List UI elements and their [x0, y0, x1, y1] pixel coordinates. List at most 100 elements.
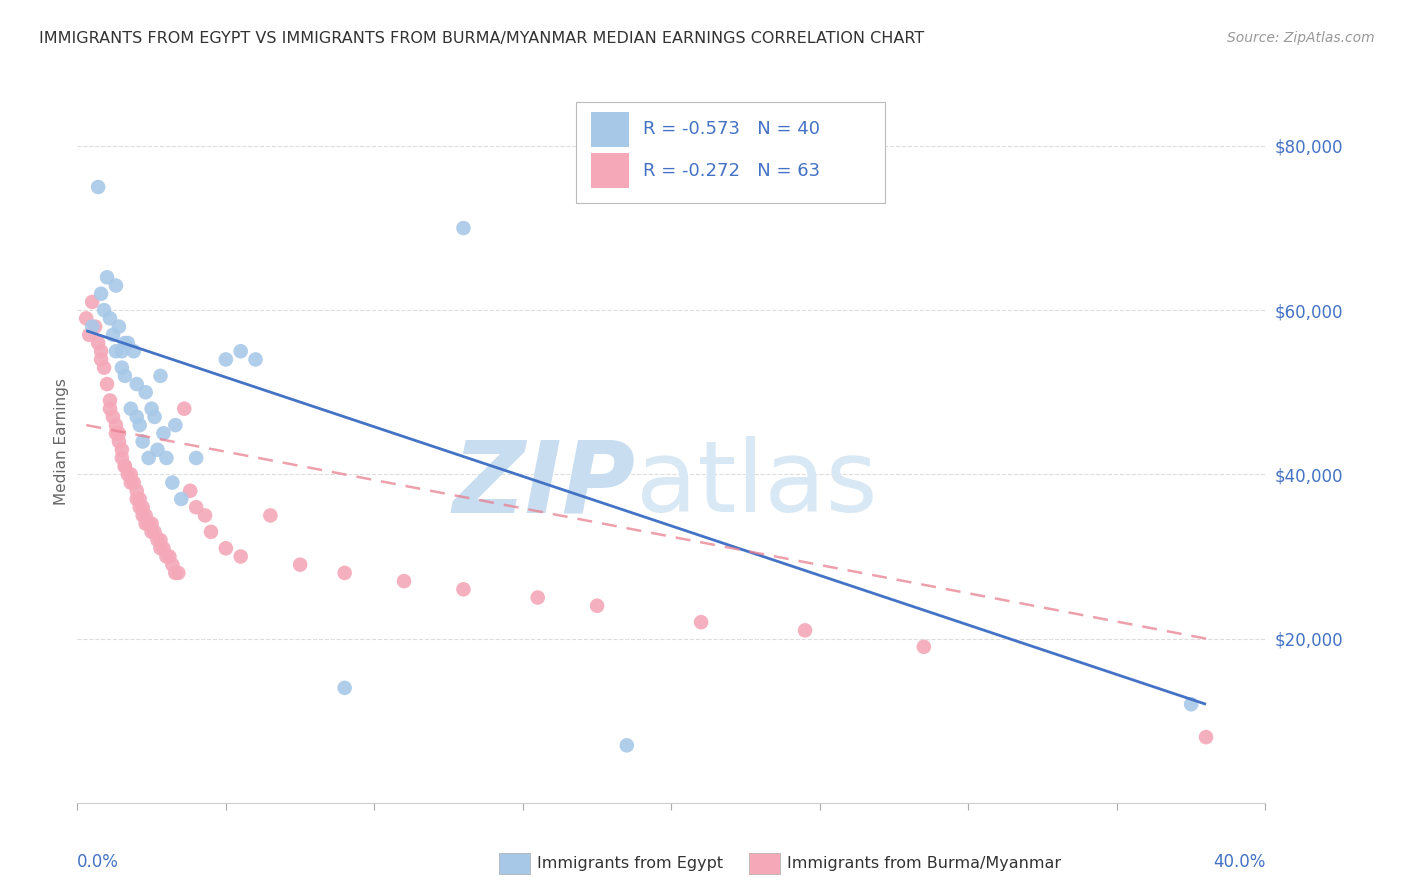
- Point: [138, 516, 160, 531]
- Point: [117, 336, 139, 351]
- Point: [96, 377, 118, 392]
- Point: [108, 319, 131, 334]
- Point: [111, 344, 134, 359]
- Point: [131, 508, 153, 523]
- Point: [912, 640, 935, 654]
- Point: [122, 475, 145, 490]
- Point: [586, 599, 609, 613]
- Text: IMMIGRANTS FROM EGYPT VS IMMIGRANTS FROM BURMA/MYANMAR MEDIAN EARNINGS CORRELATI: IMMIGRANTS FROM EGYPT VS IMMIGRANTS FROM…: [39, 31, 925, 46]
- Point: [288, 558, 311, 572]
- Point: [165, 566, 187, 580]
- Text: atlas: atlas: [636, 436, 877, 533]
- Point: [114, 336, 136, 351]
- Point: [128, 491, 150, 506]
- Point: [111, 360, 134, 375]
- Point: [152, 426, 174, 441]
- Point: [616, 739, 638, 753]
- Point: [794, 624, 817, 638]
- Point: [173, 401, 195, 416]
- Point: [392, 574, 415, 588]
- Point: [453, 582, 475, 597]
- Point: [149, 368, 172, 383]
- Text: ZIP: ZIP: [453, 436, 636, 533]
- Point: [84, 319, 107, 334]
- Point: [146, 442, 169, 457]
- Point: [162, 475, 184, 490]
- Point: [162, 558, 184, 572]
- Point: [186, 450, 208, 465]
- Point: [229, 549, 252, 564]
- Point: [1195, 730, 1218, 744]
- Point: [82, 295, 104, 310]
- Point: [259, 508, 281, 523]
- Point: [108, 426, 131, 441]
- Point: [114, 368, 136, 383]
- Point: [111, 442, 134, 457]
- Point: [87, 180, 110, 194]
- Point: [135, 508, 157, 523]
- Point: [155, 450, 177, 465]
- Point: [111, 450, 134, 465]
- Point: [125, 409, 148, 424]
- Point: [101, 327, 124, 342]
- Point: [104, 278, 127, 293]
- Point: [128, 418, 150, 433]
- FancyBboxPatch shape: [576, 102, 886, 203]
- Y-axis label: Median Earnings: Median Earnings: [53, 378, 69, 505]
- Point: [93, 303, 115, 318]
- Bar: [591, 153, 628, 188]
- Point: [141, 516, 163, 531]
- Point: [77, 327, 100, 342]
- Point: [101, 409, 124, 424]
- Point: [98, 393, 121, 408]
- Text: R = -0.272   N = 63: R = -0.272 N = 63: [643, 161, 820, 179]
- Point: [143, 524, 166, 539]
- Point: [104, 426, 127, 441]
- Point: [135, 516, 157, 531]
- Point: [141, 401, 163, 416]
- Text: Immigrants from Burma/Myanmar: Immigrants from Burma/Myanmar: [787, 856, 1062, 871]
- Point: [90, 286, 112, 301]
- Text: R = -0.573   N = 40: R = -0.573 N = 40: [643, 120, 820, 138]
- Point: [149, 533, 172, 547]
- Point: [141, 524, 163, 539]
- Point: [155, 549, 177, 564]
- Point: [215, 541, 238, 556]
- Point: [215, 352, 238, 367]
- Point: [131, 500, 153, 515]
- Text: Immigrants from Egypt: Immigrants from Egypt: [537, 856, 723, 871]
- Point: [131, 434, 153, 449]
- Point: [165, 418, 187, 433]
- Point: [229, 344, 252, 359]
- Point: [135, 385, 157, 400]
- Point: [125, 491, 148, 506]
- Point: [167, 566, 190, 580]
- Point: [1180, 698, 1202, 712]
- Point: [114, 459, 136, 474]
- Point: [104, 344, 127, 359]
- Point: [453, 221, 475, 235]
- Point: [96, 270, 118, 285]
- Point: [120, 467, 142, 482]
- Point: [125, 483, 148, 498]
- Point: [157, 549, 180, 564]
- Point: [245, 352, 267, 367]
- Point: [186, 500, 208, 515]
- Point: [120, 401, 142, 416]
- Point: [146, 533, 169, 547]
- Text: 0.0%: 0.0%: [77, 854, 120, 871]
- Bar: [591, 112, 628, 147]
- Point: [98, 311, 121, 326]
- Point: [138, 450, 160, 465]
- Point: [117, 467, 139, 482]
- Point: [690, 615, 713, 630]
- Point: [82, 319, 104, 334]
- Point: [87, 336, 110, 351]
- Point: [104, 418, 127, 433]
- Point: [122, 344, 145, 359]
- Point: [125, 377, 148, 392]
- Point: [120, 475, 142, 490]
- Point: [93, 360, 115, 375]
- Point: [128, 500, 150, 515]
- Point: [170, 491, 193, 506]
